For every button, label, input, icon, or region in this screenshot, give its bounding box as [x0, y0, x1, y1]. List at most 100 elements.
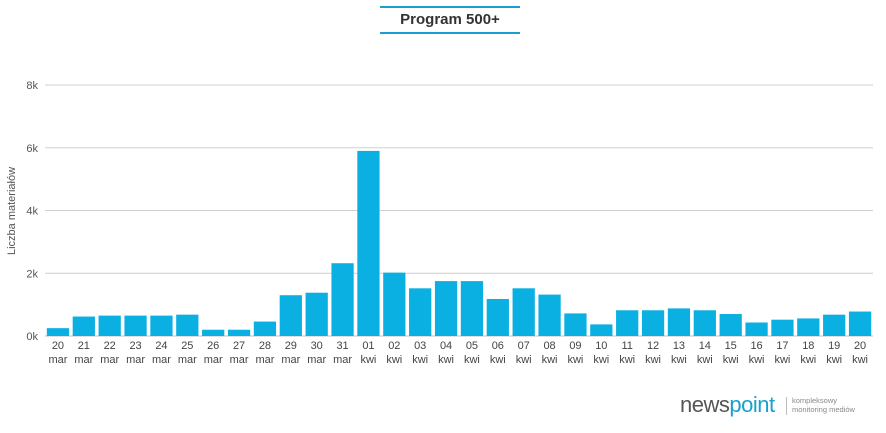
x-tick-label-day: 22 — [104, 340, 116, 352]
y-axis-label: Liczba materiałów — [6, 167, 18, 255]
chart-title-box: Program 500+ — [380, 6, 520, 34]
x-tick-label-day: 15 — [725, 340, 737, 352]
x-tick-label-day: 04 — [440, 340, 452, 352]
x-tick-label-month: kwi — [593, 354, 609, 366]
x-tick-label-month: kwi — [490, 354, 506, 366]
bar — [202, 329, 225, 336]
bar — [253, 321, 277, 336]
bar — [227, 329, 251, 336]
x-tick-label-month: kwi — [542, 354, 558, 366]
bar — [616, 310, 639, 336]
x-tick-label-day: 31 — [336, 340, 348, 352]
bar — [590, 324, 613, 336]
logo-news-text: news — [680, 392, 730, 417]
title-rule-top — [380, 6, 520, 8]
x-tick-label-day: 12 — [647, 340, 659, 352]
x-tick-label-day: 25 — [181, 340, 193, 352]
x-tick-label-month: mar — [281, 354, 300, 366]
x-tick-label-month: kwi — [749, 354, 765, 366]
x-tick-label-month: mar — [74, 354, 93, 366]
x-tick-label-day: 09 — [569, 340, 581, 352]
newspoint-logo: newspoint kompleksowy monitoring mediów — [680, 392, 880, 420]
x-tick-label-day: 01 — [362, 340, 374, 352]
x-tick-label-month: kwi — [697, 354, 713, 366]
x-tick-label-month: kwi — [671, 354, 687, 366]
x-tick-label-day: 17 — [776, 340, 788, 352]
x-tick-label-month: mar — [204, 354, 223, 366]
bar — [279, 295, 302, 336]
bars — [46, 150, 872, 336]
x-axis: 20 mar 21 mar 22 mar 23 mar 24 mar 25 mar 26 mar 27 mar… — [48, 340, 868, 366]
bar — [667, 308, 691, 336]
bar — [46, 328, 70, 336]
bar — [693, 310, 716, 336]
bar — [331, 263, 354, 336]
x-tick-label-day: 21 — [78, 340, 90, 352]
bar — [98, 315, 121, 336]
x-tick-label-month: kwi — [723, 354, 739, 366]
y-tick-label: 6k — [26, 143, 38, 155]
x-tick-label-month: mar — [100, 354, 119, 366]
x-tick-label-month: kwi — [464, 354, 480, 366]
bar — [486, 298, 509, 336]
x-tick-label-month: kwi — [360, 354, 376, 366]
x-tick-label-month: mar — [126, 354, 145, 366]
x-tick-label-month: mar — [230, 354, 249, 366]
bar — [564, 313, 587, 336]
x-tick-label-day: 02 — [388, 340, 400, 352]
y-axis: 0k 2k 4k 6k 8k — [26, 80, 38, 343]
chart-title: Program 500+ — [400, 11, 500, 28]
x-tick-label-month: mar — [255, 354, 274, 366]
x-tick-label-month: kwi — [774, 354, 790, 366]
y-tick-label: 2k — [26, 268, 38, 280]
bar — [150, 315, 173, 336]
bar — [305, 292, 328, 336]
logo-tagline-1: kompleksowy — [792, 396, 838, 405]
x-tick-label-day: 24 — [155, 340, 167, 352]
y-tick-label: 0k — [26, 331, 38, 343]
x-tick-label-month: kwi — [567, 354, 583, 366]
x-tick-label-day: 11 — [621, 340, 632, 352]
logo-tagline: kompleksowy monitoring mediów — [792, 396, 855, 414]
x-tick-label-month: mar — [307, 354, 326, 366]
x-tick-label-month: kwi — [386, 354, 402, 366]
x-tick-label-day: 05 — [466, 340, 478, 352]
x-tick-label-month: kwi — [516, 354, 532, 366]
y-tick-label: 8k — [26, 80, 38, 92]
x-tick-label-month: kwi — [645, 354, 661, 366]
x-tick-label-month: kwi — [438, 354, 454, 366]
x-tick-label-month: mar — [152, 354, 171, 366]
bar — [538, 294, 561, 336]
logo-tagline-2: monitoring mediów — [792, 405, 855, 414]
bar — [771, 319, 794, 336]
x-tick-label-month: kwi — [826, 354, 842, 366]
x-tick-label-day: 07 — [518, 340, 530, 352]
bar — [176, 314, 199, 336]
x-tick-label-day: 08 — [543, 340, 555, 352]
bar — [460, 281, 484, 336]
bar — [357, 150, 380, 336]
x-tick-label-month: kwi — [619, 354, 635, 366]
bar — [823, 314, 846, 336]
title-rule-bottom — [380, 32, 520, 34]
x-tick-label-month: mar — [48, 354, 67, 366]
x-tick-label-day: 20 — [52, 340, 64, 352]
x-tick-label-day: 18 — [802, 340, 814, 352]
x-tick-label-month: mar — [178, 354, 197, 366]
bar — [848, 311, 872, 336]
bar — [641, 310, 665, 336]
x-tick-label-day: 26 — [207, 340, 219, 352]
bar — [719, 314, 742, 336]
x-tick-label-day: 06 — [492, 340, 504, 352]
logo-point-text: point — [729, 392, 775, 417]
bar — [383, 272, 406, 336]
x-tick-label-day: 13 — [673, 340, 685, 352]
x-tick-label-day: 28 — [259, 340, 271, 352]
logo-divider — [786, 397, 787, 415]
x-tick-label-day: 03 — [414, 340, 426, 352]
logo-wordmark: newspoint — [680, 392, 775, 418]
x-tick-label-day: 19 — [828, 340, 840, 352]
bar — [124, 315, 147, 336]
bar — [72, 316, 95, 336]
